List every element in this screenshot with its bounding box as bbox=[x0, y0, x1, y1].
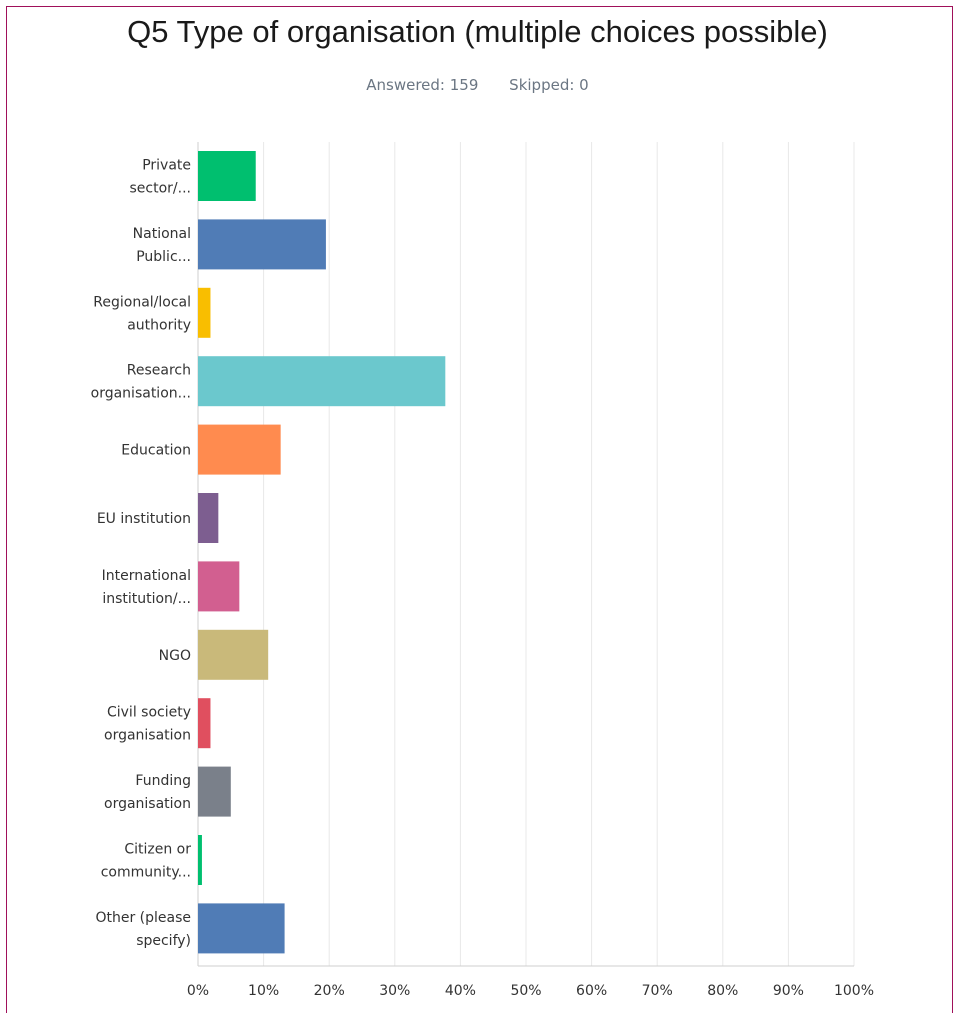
bar-2 bbox=[198, 287, 211, 338]
chart-title: Q5 Type of organisation (multiple choice… bbox=[127, 14, 828, 49]
x-tick-label-80: 80% bbox=[707, 983, 738, 999]
category-label-1-1: Public... bbox=[136, 249, 191, 265]
bar-1 bbox=[198, 219, 326, 270]
page-frame bbox=[6, 6, 953, 1013]
category-label-5-0: EU institution bbox=[97, 511, 191, 527]
skipped-count: Skipped: 0 bbox=[509, 76, 589, 94]
category-label-9-1: organisation bbox=[104, 796, 191, 812]
bar-0 bbox=[198, 151, 256, 201]
x-tick-label-60: 60% bbox=[576, 983, 607, 999]
x-tick-label-10: 10% bbox=[248, 983, 279, 999]
x-tick-label-20: 20% bbox=[314, 983, 345, 999]
answered-count: Answered: 159 bbox=[366, 76, 479, 94]
category-label-9-0: Funding bbox=[135, 773, 191, 789]
x-tick-label-40: 40% bbox=[445, 983, 476, 999]
category-label-8-1: organisation bbox=[104, 728, 191, 744]
category-label-3-1: organisation... bbox=[91, 386, 191, 402]
category-label-0-1: sector/... bbox=[130, 181, 191, 197]
bar-10 bbox=[198, 835, 202, 885]
bar-8 bbox=[198, 698, 211, 749]
bar-9 bbox=[198, 766, 231, 817]
category-label-0-0: Private bbox=[142, 158, 191, 174]
bar-7 bbox=[198, 629, 269, 680]
bar-6 bbox=[198, 561, 240, 612]
bar-3 bbox=[198, 356, 446, 407]
category-label-6-1: institution/... bbox=[102, 591, 191, 607]
category-label-11-1: specify) bbox=[136, 933, 191, 949]
response-stats: Answered: 159 Skipped: 0 bbox=[0, 76, 955, 94]
x-tick-label-100: 100% bbox=[834, 983, 874, 999]
x-tick-label-90: 90% bbox=[773, 983, 804, 999]
category-label-6-0: International bbox=[102, 568, 191, 584]
category-label-10-0: Citizen or bbox=[124, 842, 191, 858]
x-tick-label-70: 70% bbox=[642, 983, 673, 999]
category-label-10-1: community... bbox=[101, 865, 191, 881]
x-tick-label-50: 50% bbox=[510, 983, 541, 999]
category-label-2-1: authority bbox=[127, 317, 191, 333]
category-label-4-0: Education bbox=[121, 443, 191, 459]
x-tick-label-30: 30% bbox=[379, 983, 410, 999]
category-label-7-0: NGO bbox=[159, 648, 191, 664]
x-tick-label-0: 0% bbox=[187, 983, 209, 999]
bar-4 bbox=[198, 424, 281, 475]
category-label-1-0: National bbox=[133, 226, 191, 242]
category-label-8-0: Civil society bbox=[107, 705, 191, 721]
category-label-11-0: Other (please bbox=[95, 910, 191, 926]
bar-5 bbox=[198, 493, 219, 543]
bar-11 bbox=[198, 903, 285, 954]
category-label-2-0: Regional/local bbox=[93, 294, 191, 310]
category-label-3-0: Research bbox=[127, 363, 191, 379]
